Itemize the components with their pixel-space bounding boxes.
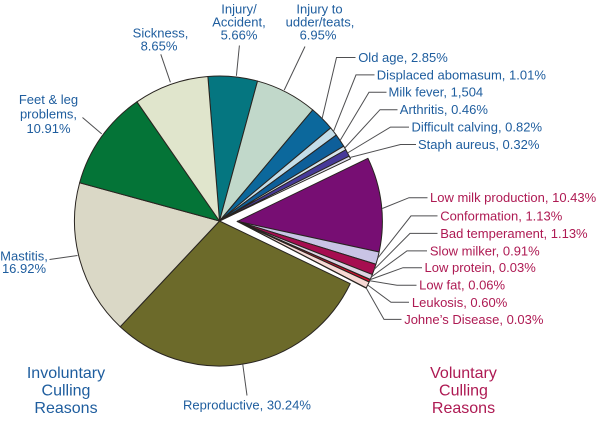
svg-text:Low milk production, 10.43%: Low milk production, 10.43% xyxy=(430,190,597,205)
svg-text:Johne’s Disease, 0.03%: Johne’s Disease, 0.03% xyxy=(404,312,544,327)
svg-text:Culling: Culling xyxy=(42,383,91,400)
svg-text:16.92%: 16.92% xyxy=(2,261,47,276)
svg-text:Reasons: Reasons xyxy=(34,400,97,417)
svg-text:Conformation, 1.13%: Conformation, 1.13% xyxy=(440,208,563,223)
svg-text:Reasons: Reasons xyxy=(432,400,495,417)
svg-text:5.66%: 5.66% xyxy=(221,28,258,43)
svg-text:Involuntary: Involuntary xyxy=(27,365,105,382)
svg-text:Difficult calving, 0.82%: Difficult calving, 0.82% xyxy=(412,120,543,135)
svg-text:Injury/: Injury/ xyxy=(221,1,257,16)
svg-text:Bad temperament, 1.13%: Bad temperament, 1.13% xyxy=(440,226,588,241)
svg-text:Voluntary: Voluntary xyxy=(430,365,497,382)
svg-text:Arthritis, 0.46%: Arthritis, 0.46% xyxy=(400,102,489,117)
svg-text:Milk fever, 1,504: Milk fever, 1,504 xyxy=(389,85,484,100)
svg-text:Leukosis, 0.60%: Leukosis, 0.60% xyxy=(412,295,508,310)
svg-text:Old age, 2.85%: Old age, 2.85% xyxy=(358,50,448,65)
svg-text:Slow milker, 0.91%: Slow milker, 0.91% xyxy=(430,243,540,258)
svg-text:Sickness,: Sickness, xyxy=(133,26,189,41)
svg-text:udder/teats,: udder/teats, xyxy=(286,15,355,30)
svg-text:Low protein, 0.03%: Low protein, 0.03% xyxy=(425,260,537,275)
svg-text:Low fat, 0.06%: Low fat, 0.06% xyxy=(419,278,505,293)
svg-text:6.95%: 6.95% xyxy=(300,28,337,43)
svg-text:Displaced abomasum, 1.01%: Displaced abomasum, 1.01% xyxy=(377,67,547,82)
svg-text:8.65%: 8.65% xyxy=(141,39,178,54)
svg-text:Mastitis,: Mastitis, xyxy=(0,249,48,264)
svg-text:Injury to: Injury to xyxy=(296,1,342,16)
svg-text:Accident,: Accident, xyxy=(212,15,265,30)
svg-text:10.91%: 10.91% xyxy=(26,121,71,136)
svg-text:problems,: problems, xyxy=(20,106,77,121)
svg-text:Culling: Culling xyxy=(439,383,488,400)
svg-text:Staph aureus, 0.32%: Staph aureus, 0.32% xyxy=(418,137,540,152)
svg-text:Reproductive, 30.24%: Reproductive, 30.24% xyxy=(183,398,311,413)
svg-text:Feet & leg: Feet & leg xyxy=(19,92,78,107)
